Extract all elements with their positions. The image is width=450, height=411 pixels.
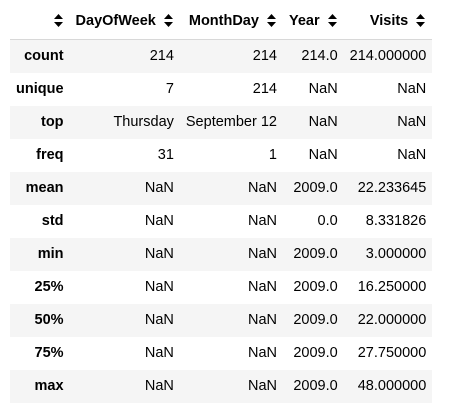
header-label: Year [288, 13, 320, 29]
row-index-label: unique [16, 81, 64, 97]
table-body: count 214 214 214.0 214.000000 unique 7 214 NaN N… [10, 39, 433, 403]
table-row: top Thursday September 12 NaN NaN [10, 106, 433, 139]
table-cell: 2009.0 [293, 312, 338, 328]
table-cell: 214.000000 [349, 48, 427, 64]
table-cell: 214 [252, 81, 277, 97]
table-cell: NaN [397, 114, 427, 130]
row-index-label: top [40, 114, 64, 130]
row-index-label: min [37, 246, 64, 262]
header-index[interactable] [10, 3, 70, 40]
table-cell: 214 [252, 48, 277, 64]
table-cell: NaN [144, 378, 174, 394]
describe-table: DayOfWeek MonthDay Year [10, 3, 433, 403]
table-row: 75% NaN NaN 2009.0 27.750000 [10, 337, 432, 370]
table-cell: NaN [144, 213, 174, 229]
row-index-label: count [24, 48, 64, 64]
table-cell: 16.250000 [357, 279, 427, 295]
table-cell: 8.331826 [365, 213, 427, 229]
table-cell: NaN [247, 246, 277, 262]
header-label: Visits [369, 13, 409, 29]
table-cell: September 12 [185, 114, 277, 130]
table-cell: NaN [308, 81, 338, 97]
table-cell: Thursday [113, 114, 174, 130]
table-cell: 3.000000 [365, 246, 427, 262]
row-index-label: mean [25, 180, 64, 196]
table-cell: NaN [247, 345, 277, 361]
header-label: MonthDay [188, 13, 259, 29]
table-cell: NaN [247, 279, 277, 295]
table-row: unique 7 214 NaN NaN [10, 73, 432, 106]
table-cell: NaN [144, 246, 174, 262]
table-cell: NaN [247, 378, 277, 394]
sort-up-down-icon[interactable] [327, 13, 338, 27]
table-row: count 214 214 214.0 214.000000 [10, 39, 433, 73]
table-cell: NaN [247, 213, 277, 229]
row-index-label: max [34, 378, 64, 394]
row-index-label: 75% [34, 345, 64, 361]
table-cell: 2009.0 [293, 246, 338, 262]
table-cell: 2009.0 [293, 378, 338, 394]
header-visits[interactable]: Visits [343, 3, 433, 40]
table-cell: NaN [144, 180, 174, 196]
table-row: mean NaN NaN 2009.0 22.233645 [10, 172, 433, 205]
table-cell: 7 [165, 81, 174, 97]
table-cell: 22.000000 [357, 312, 427, 328]
table-cell: 2009.0 [293, 279, 338, 295]
table-cell: NaN [144, 279, 174, 295]
table-cell: NaN [247, 180, 277, 196]
table-cell: NaN [397, 147, 427, 163]
table-cell: 214 [149, 48, 174, 64]
row-index-label: 50% [34, 312, 64, 328]
table-row: 25% NaN NaN 2009.0 16.250000 [10, 271, 432, 304]
table-cell: 0.0 [317, 213, 338, 229]
sort-up-down-icon[interactable] [53, 13, 64, 27]
row-index-label: freq [36, 147, 64, 163]
table-header: DayOfWeek MonthDay Year [10, 3, 433, 40]
table-cell: 2009.0 [293, 345, 338, 361]
header-row: DayOfWeek MonthDay Year [10, 3, 433, 40]
table-cell: 48.000000 [357, 378, 427, 394]
sort-up-down-icon[interactable] [163, 13, 174, 27]
header-year[interactable]: Year [282, 3, 344, 40]
table-cell: NaN [144, 312, 174, 328]
row-index-label: std [41, 213, 64, 229]
table-cell: 27.750000 [357, 345, 427, 361]
table-cell: 1 [268, 147, 277, 163]
table-cell: NaN [247, 312, 277, 328]
header-dayofweek[interactable]: DayOfWeek [69, 3, 180, 40]
table-cell: 31 [157, 147, 174, 163]
table-row: freq 31 1 NaN NaN [10, 139, 432, 172]
table-cell: NaN [397, 81, 427, 97]
header-monthday[interactable]: MonthDay [179, 3, 283, 40]
table-cell: 2009.0 [293, 180, 338, 196]
table-cell: NaN [308, 147, 338, 163]
table-row: std NaN NaN 0.0 8.331826 [10, 205, 432, 238]
table-cell: NaN [308, 114, 338, 130]
table-cell: NaN [144, 345, 174, 361]
table-cell: 22.233645 [357, 180, 427, 196]
sort-up-down-icon[interactable] [416, 13, 426, 27]
table-row: min NaN NaN 2009.0 3.000000 [10, 238, 433, 271]
sort-up-down-icon[interactable] [266, 13, 277, 27]
row-index-label: 25% [34, 279, 64, 295]
table-cell: 214.0 [301, 48, 338, 64]
table-row: 50% NaN NaN 2009.0 22.000000 [10, 304, 433, 337]
header-label: DayOfWeek [75, 13, 156, 29]
table-row: max NaN NaN 2009.0 48.000000 [10, 370, 433, 403]
